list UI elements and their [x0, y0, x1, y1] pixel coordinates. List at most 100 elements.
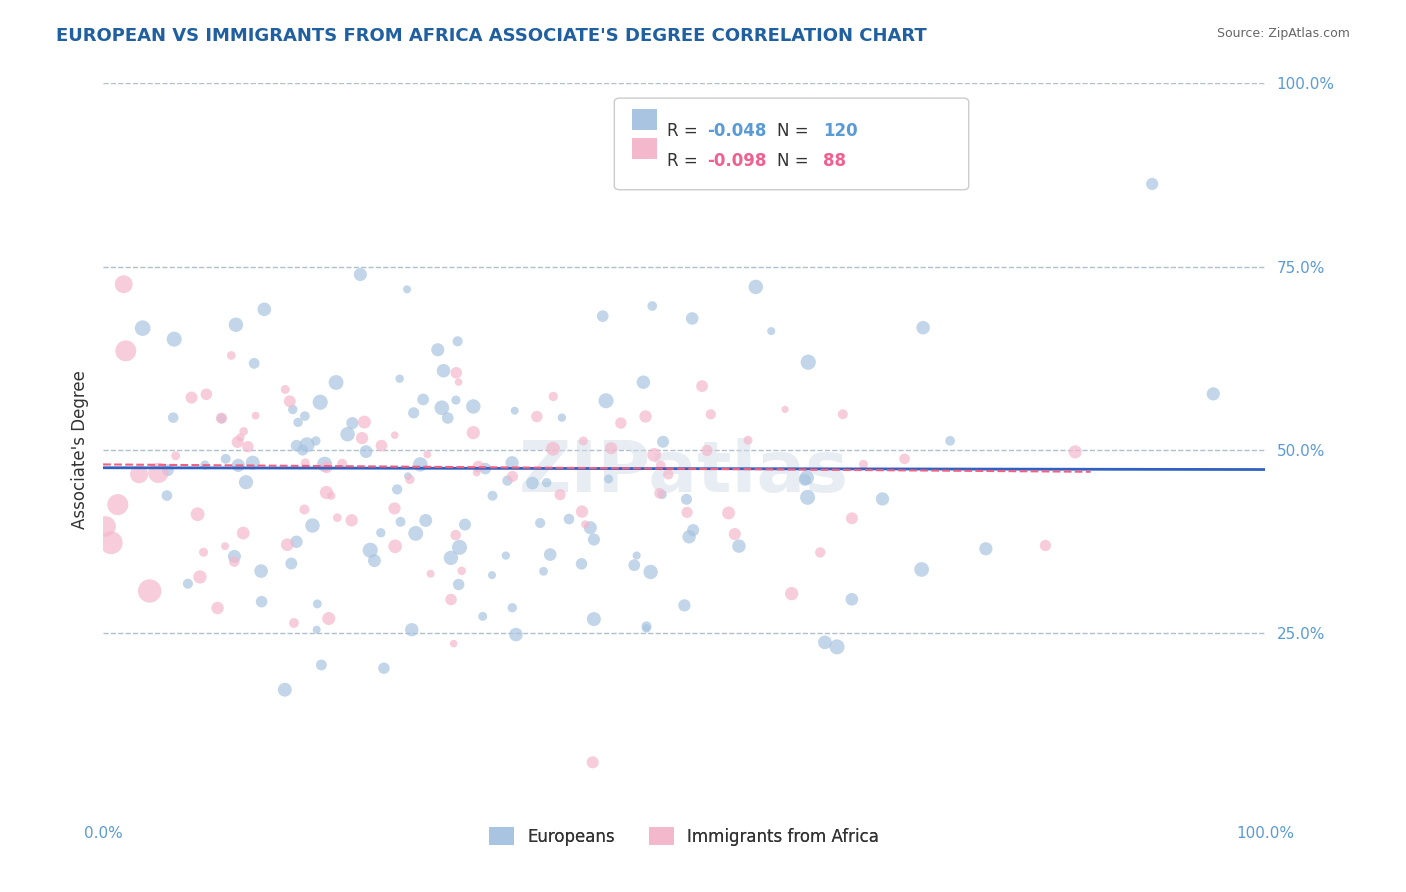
Point [571, 557, 593, 571]
Point [399, 473, 422, 487]
Point [370, 525, 392, 540]
Point [359, 543, 381, 558]
Point [572, 434, 595, 448]
Point [309, 395, 332, 409]
Point [724, 527, 747, 541]
Point [825, 640, 848, 654]
Point [318, 611, 340, 625]
Point [396, 469, 419, 483]
Point [1202, 387, 1225, 401]
Point [370, 439, 392, 453]
Point [294, 502, 316, 516]
Point [250, 564, 273, 578]
Point [690, 379, 713, 393]
Point [541, 442, 564, 456]
Point [700, 407, 723, 421]
Point [432, 364, 454, 378]
Point [305, 434, 328, 448]
Point [641, 299, 664, 313]
Point [1064, 445, 1087, 459]
Point [496, 474, 519, 488]
Point [446, 334, 468, 349]
Point [315, 485, 337, 500]
Point [340, 513, 363, 527]
Point [737, 434, 759, 448]
Point [454, 517, 477, 532]
Point [1035, 538, 1057, 552]
Point [538, 548, 561, 562]
Y-axis label: Associate's Degree: Associate's Degree [72, 370, 89, 530]
Point [831, 407, 853, 421]
Point [363, 554, 385, 568]
Point [912, 320, 935, 334]
Point [353, 415, 375, 429]
Point [841, 511, 863, 525]
Point [221, 348, 243, 362]
Point [449, 541, 471, 555]
Point [287, 416, 309, 430]
Point [440, 592, 463, 607]
Point [138, 584, 160, 599]
Point [939, 434, 962, 448]
Point [893, 451, 915, 466]
Point [274, 682, 297, 697]
Point [773, 402, 796, 417]
Text: R =: R = [666, 152, 703, 169]
Point [388, 372, 411, 386]
Point [582, 756, 605, 770]
Point [761, 324, 783, 338]
Point [796, 491, 818, 505]
Point [163, 332, 186, 346]
Point [283, 615, 305, 630]
FancyBboxPatch shape [614, 98, 969, 190]
Point [474, 461, 496, 475]
Point [242, 456, 264, 470]
Point [522, 476, 544, 491]
Point [636, 621, 658, 635]
Point [315, 460, 337, 475]
Point [1140, 177, 1163, 191]
Point [384, 539, 406, 553]
Point [274, 383, 297, 397]
Point [526, 409, 548, 424]
Point [107, 498, 129, 512]
Point [501, 456, 523, 470]
Point [253, 302, 276, 317]
Point [626, 549, 648, 563]
Point [910, 562, 932, 576]
Point [636, 619, 658, 633]
Point [389, 515, 412, 529]
Point [301, 518, 323, 533]
Point [676, 505, 699, 519]
Point [682, 523, 704, 537]
Point [463, 400, 485, 414]
Point [471, 609, 494, 624]
Point [533, 564, 555, 578]
Point [841, 592, 863, 607]
Point [285, 534, 308, 549]
Point [696, 443, 718, 458]
Point [128, 467, 150, 482]
Point [330, 457, 353, 471]
Point [162, 410, 184, 425]
Point [447, 375, 470, 389]
Point [229, 430, 252, 444]
Point [276, 538, 298, 552]
Point [582, 612, 605, 626]
Text: 120: 120 [824, 122, 858, 140]
Point [396, 282, 419, 296]
Point [415, 513, 437, 527]
Point [643, 448, 665, 462]
Point [156, 489, 179, 503]
Text: 88: 88 [824, 152, 846, 169]
Point [797, 355, 820, 369]
Point [214, 539, 236, 553]
Point [112, 277, 135, 292]
Point [558, 512, 581, 526]
Text: Source: ZipAtlas.com: Source: ZipAtlas.com [1216, 27, 1350, 40]
Point [342, 416, 364, 430]
Point [156, 463, 179, 477]
Point [633, 375, 655, 389]
Point [598, 472, 620, 486]
Point [780, 586, 803, 600]
